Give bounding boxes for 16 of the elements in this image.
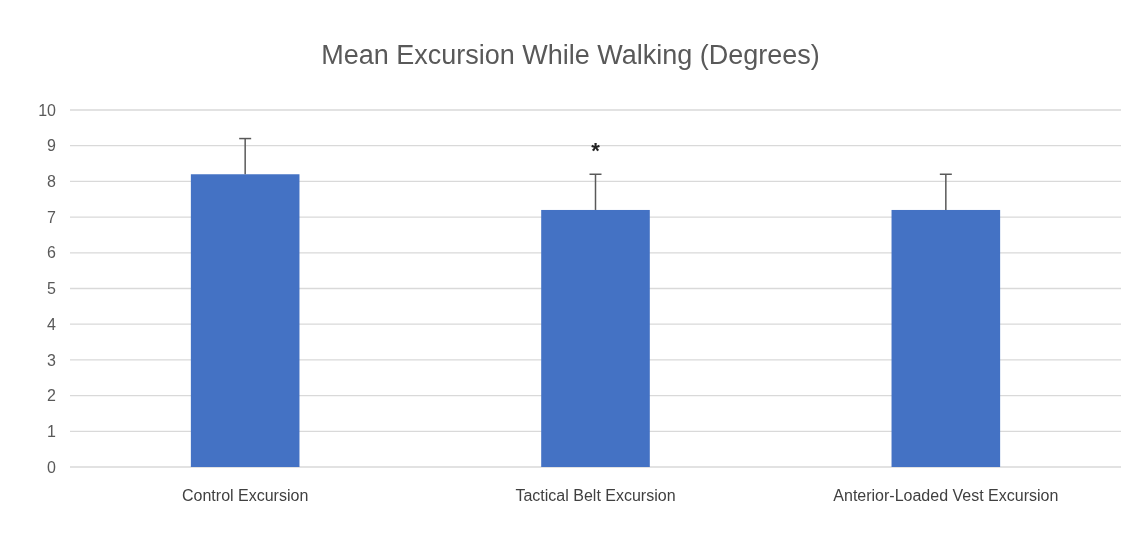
y-tick-label: 7: [47, 208, 57, 226]
y-tick-label: 2: [47, 387, 57, 405]
y-tick-label: 4: [47, 315, 57, 333]
y-tick-label: 6: [47, 244, 57, 262]
x-tick-label: Control Excursion: [182, 487, 309, 504]
x-tick-label: Anterior-Loaded Vest Excursion: [833, 487, 1059, 504]
y-tick-label: 10: [38, 101, 57, 119]
y-tick-label: 8: [47, 173, 57, 190]
y-tick-label: 1: [47, 422, 57, 440]
y-tick-label: 5: [47, 280, 57, 298]
chart-title: Mean Excursion While Walking (Degrees): [321, 40, 820, 70]
annotation: *: [591, 137, 601, 163]
x-tick-label: Tactical Belt Excursion: [515, 487, 676, 504]
y-tick-label: 9: [47, 137, 57, 155]
y-tick-label: 0: [47, 458, 57, 476]
y-tick-label: 3: [47, 351, 57, 369]
